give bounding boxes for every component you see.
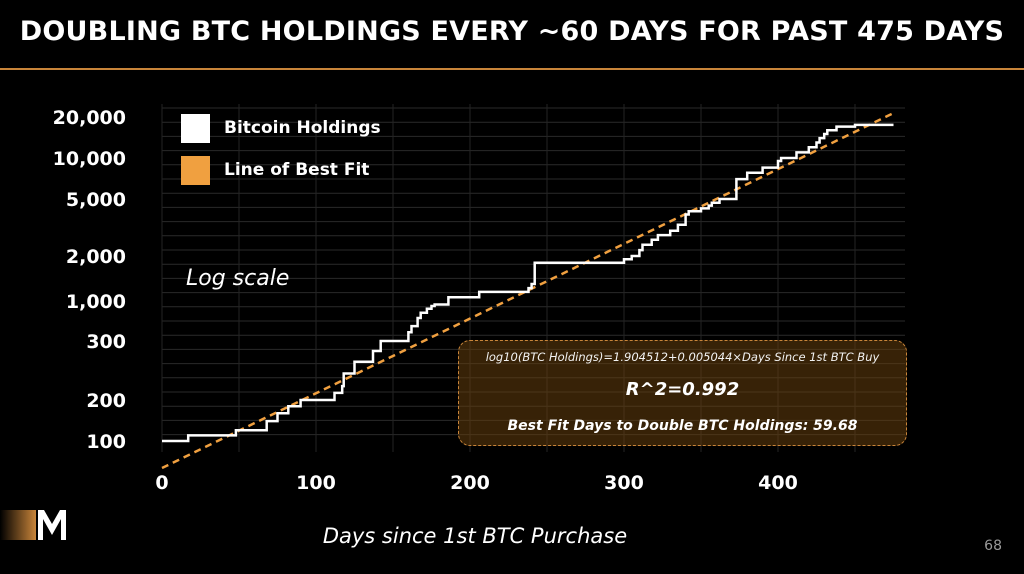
log-scale-note: Log scale (186, 266, 290, 291)
regression-equation: log10(BTC Holdings)=1.904512+0.005044×Da… (485, 350, 880, 364)
x-axis-label: Days since 1st BTC Purchase (322, 524, 628, 548)
title-divider (0, 68, 1024, 70)
y-tick-label: 100 (86, 431, 126, 453)
y-tick-label: 10,000 (53, 148, 126, 170)
legend-item-fit: Line of Best Fit (181, 149, 381, 191)
x-tick-label: 100 (296, 472, 336, 494)
x-tick-label: 400 (758, 472, 798, 494)
y-tick-label: 5,000 (66, 189, 126, 211)
r-squared: R^2=0.992 (625, 379, 740, 400)
doubling-days: Best Fit Days to Double BTC Holdings: 59… (507, 418, 858, 434)
legend-label-holdings: Bitcoin Holdings (224, 118, 381, 138)
bitcoin-holdings-line (162, 123, 894, 443)
y-tick-label: 1,000 (66, 291, 126, 313)
brand-logo-icon (0, 510, 66, 540)
legend-swatch-holdings (181, 113, 210, 143)
x-axis-tick-labels: 0 100 200 300 400 (155, 472, 797, 494)
x-tick-label: 300 (604, 472, 644, 494)
y-tick-label: 300 (86, 331, 126, 353)
regression-annotation-box: log10(BTC Holdings)=1.904512+0.005044×Da… (458, 340, 907, 446)
page-number: 68 (984, 538, 1002, 554)
x-tick-label: 0 (155, 472, 168, 494)
y-tick-label: 200 (86, 390, 126, 412)
legend-label-fit: Line of Best Fit (224, 160, 370, 180)
y-axis-tick-labels: 100 200 300 1,000 2,000 5,000 10,000 20,000 (53, 107, 126, 453)
legend: Bitcoin Holdings Line of Best Fit (181, 107, 381, 191)
legend-item-holdings: Bitcoin Holdings (181, 107, 381, 149)
slide-title: DOUBLING BTC HOLDINGS EVERY ~60 DAYS FOR… (19, 16, 1005, 47)
y-tick-label: 2,000 (66, 246, 126, 268)
x-tick-label: 200 (450, 472, 490, 494)
legend-swatch-fit (181, 155, 210, 185)
y-tick-label: 20,000 (53, 107, 126, 129)
best-fit-line (161, 111, 895, 470)
